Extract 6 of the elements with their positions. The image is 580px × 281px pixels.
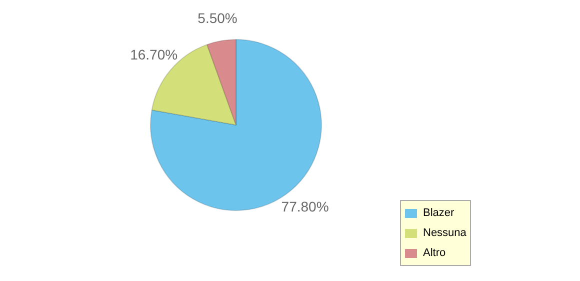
legend-label: Nessuna: [423, 227, 466, 239]
data-label: 16.70%: [130, 46, 178, 63]
legend-label: Blazer: [423, 207, 454, 219]
data-label: 77.80%: [281, 198, 329, 214]
data-label: 5.50%: [198, 10, 238, 26]
legend-label: Altro: [423, 247, 446, 259]
